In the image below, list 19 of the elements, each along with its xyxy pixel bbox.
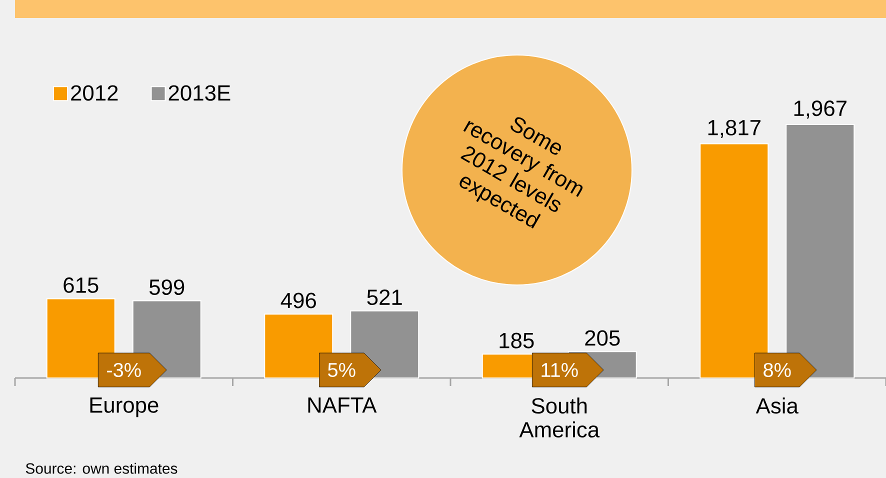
data-label: 1,967 bbox=[794, 100, 846, 119]
data-label: 521 bbox=[367, 290, 402, 306]
data-label: 1,817 bbox=[708, 120, 760, 138]
data-label: 615 bbox=[64, 277, 98, 293]
data-label: 185 bbox=[500, 332, 534, 348]
legend-label: 2013E bbox=[168, 85, 230, 101]
x-tick-label: NAFTA bbox=[308, 398, 377, 413]
data-label: 599 bbox=[149, 279, 184, 295]
annotation: 11% bbox=[542, 363, 578, 377]
data-label: 205 bbox=[585, 330, 620, 346]
annotation: 5% bbox=[328, 362, 356, 377]
x-tick-label: Europe bbox=[90, 398, 158, 418]
source-note: Source: own estimates bbox=[26, 462, 178, 474]
annotation: 8% bbox=[764, 362, 791, 378]
annotation: -3% bbox=[107, 362, 141, 378]
data-label: 496 bbox=[280, 292, 316, 308]
x-tick-label: South America bbox=[519, 398, 600, 438]
x-tick-label: Asia bbox=[756, 398, 798, 414]
legend-label: 2012 bbox=[71, 85, 118, 101]
